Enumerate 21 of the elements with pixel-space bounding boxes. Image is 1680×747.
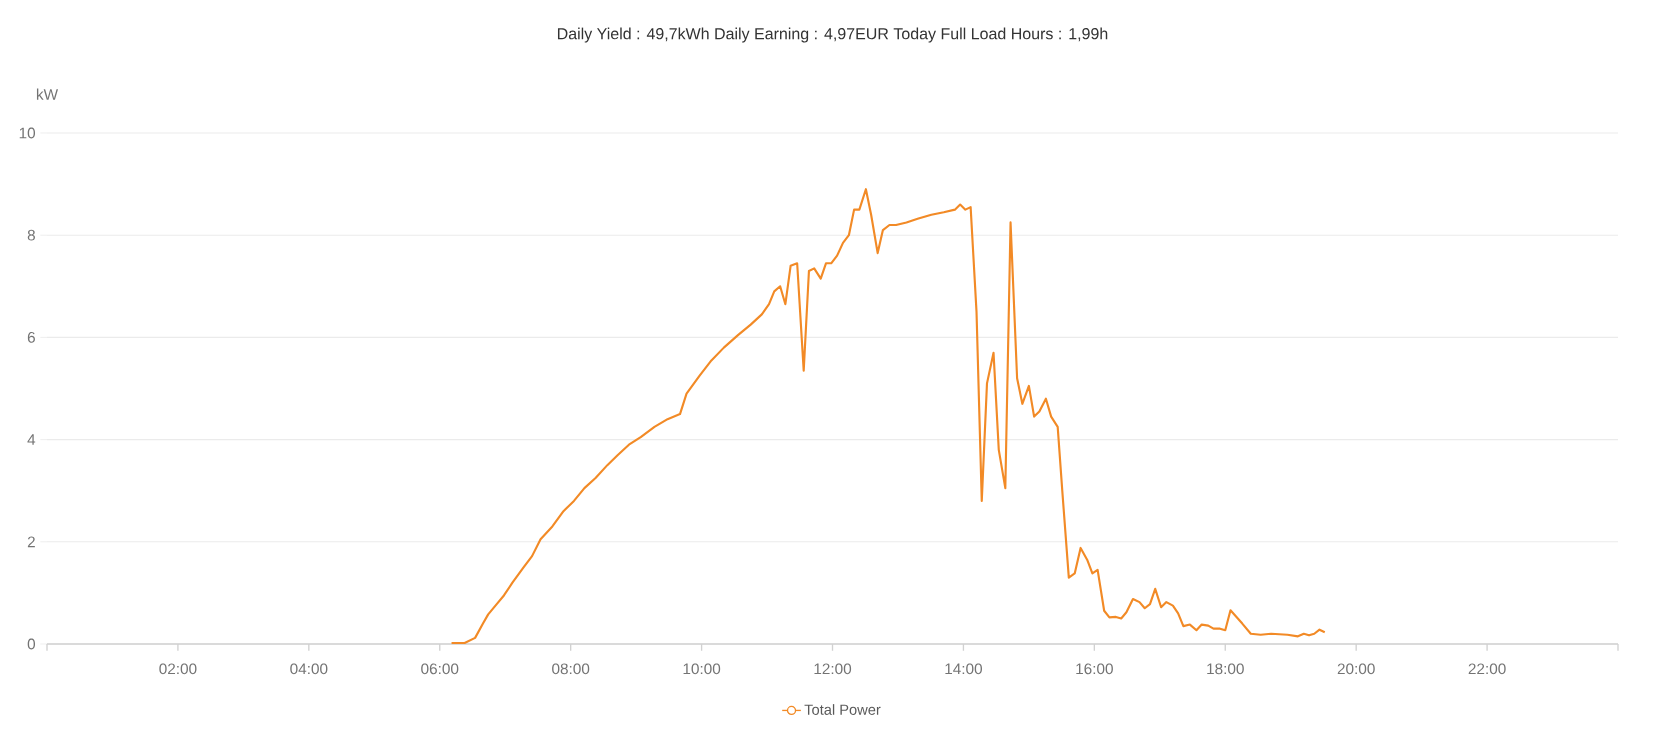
x-tick-label: 18:00 (1207, 663, 1244, 675)
line-series (450, 188, 1326, 645)
chart-title: Daily Yield : 49,7kWh Daily Earning : 4,97EUR Today Full Load Hours : 1,99h (557, 27, 1108, 43)
y-axis-title: kW (36, 88, 59, 100)
x-tick-label: 02:00 (159, 663, 197, 675)
x-tick-label: 14:00 (945, 663, 982, 675)
x-tick-label: 08:00 (552, 663, 590, 675)
x-tick-label: 12:00 (814, 663, 852, 675)
x-tick-label: 10:00 (683, 663, 721, 675)
x-tick-label: 16:00 (1076, 663, 1113, 675)
x-tick-label: 06:00 (421, 663, 459, 675)
y-tick-label: 2 (27, 536, 35, 548)
x-tick-label: 22:00 (1468, 663, 1506, 675)
x-tick-label: 04:00 (290, 663, 328, 675)
y-tick-label: 6 (27, 331, 35, 343)
y-tick-label: 8 (27, 229, 35, 241)
y-tick-label: 4 (27, 434, 36, 445)
legend-label: Total Power (804, 704, 881, 715)
x-tick-label: 20:00 (1337, 663, 1375, 675)
y-tick-label: 0 (27, 638, 36, 650)
y-tick-label: 10 (19, 127, 36, 139)
